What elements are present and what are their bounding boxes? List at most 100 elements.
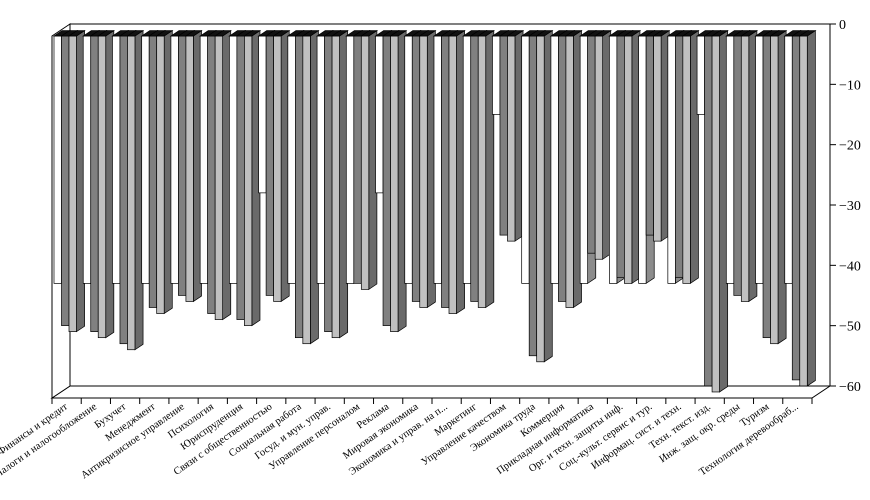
- bar-front: [148, 35, 158, 308]
- bar-front: [170, 35, 179, 284]
- bar-front: [770, 35, 779, 345]
- bar-front: [411, 35, 421, 302]
- bar: [652, 29, 671, 242]
- bar-front: [799, 35, 808, 387]
- bar-front: [645, 35, 654, 236]
- bar-front: [492, 35, 501, 115]
- bar-front: [244, 35, 253, 326]
- bar: [418, 29, 437, 309]
- bar-front: [97, 35, 107, 339]
- bar-front: [331, 35, 340, 339]
- bar: [243, 29, 262, 327]
- value-axis: 0 −10 −20 −30 −40 −50 −60: [829, 18, 861, 395]
- bar-top: [184, 30, 203, 37]
- bar-front: [404, 35, 413, 284]
- bar-front: [258, 35, 267, 194]
- bar: [447, 29, 466, 315]
- bar-front: [375, 35, 384, 194]
- bar-front: [419, 35, 428, 308]
- bar-front: [448, 35, 457, 314]
- bar-front: [82, 35, 92, 284]
- bar-front: [119, 35, 128, 345]
- bar-top: [710, 30, 729, 37]
- bar: [126, 29, 145, 351]
- bar: [155, 29, 174, 315]
- bar-front: [696, 35, 705, 115]
- bar: [710, 29, 729, 393]
- bar-front: [762, 35, 771, 339]
- bar-top: [564, 30, 583, 37]
- bar-front: [345, 35, 355, 284]
- bar-top: [535, 30, 554, 37]
- bar-front: [711, 35, 720, 393]
- bar-front: [68, 35, 77, 332]
- bar-front: [624, 35, 633, 284]
- bar-front: [674, 35, 684, 278]
- bar-front: [784, 35, 793, 284]
- bar-front: [178, 35, 187, 296]
- bar-front: [470, 35, 479, 302]
- bar-top: [272, 30, 291, 37]
- y-tick-label: −30: [839, 199, 861, 214]
- bar: [740, 29, 759, 303]
- bar-front: [755, 35, 764, 284]
- y-tick-label: −60: [839, 380, 861, 395]
- bar-front: [638, 35, 647, 284]
- bar-front: [550, 35, 559, 284]
- bar-front: [682, 35, 691, 284]
- bar-top: [213, 30, 232, 37]
- bar-top: [652, 30, 671, 37]
- bar-front: [558, 35, 567, 302]
- bar-top: [243, 30, 262, 37]
- bar-top: [301, 30, 320, 37]
- bar-top: [67, 30, 86, 37]
- bar-top: [97, 30, 115, 37]
- bar-front: [236, 35, 245, 320]
- bar: [184, 29, 203, 303]
- bar-top: [330, 30, 349, 37]
- bar-top: [155, 30, 174, 37]
- bar-front: [733, 35, 742, 296]
- bar-front: [441, 35, 450, 308]
- bar-top: [447, 30, 466, 37]
- bar-front: [207, 35, 216, 314]
- bar-front: [382, 35, 391, 326]
- bar: [389, 29, 408, 333]
- bar-top: [360, 30, 379, 37]
- bar-top: [506, 30, 525, 37]
- bar: [623, 29, 642, 285]
- bar-front: [199, 35, 209, 284]
- y-tick-label: −20: [839, 139, 861, 154]
- bar-front: [360, 35, 370, 290]
- bar-top: [126, 30, 145, 37]
- bar-front: [316, 35, 325, 284]
- bar-front: [579, 35, 589, 284]
- bar-top: [593, 30, 612, 37]
- bar: [272, 29, 291, 303]
- bar-front: [609, 35, 618, 284]
- bar: [535, 29, 554, 363]
- bar: [477, 29, 495, 309]
- bar-front: [740, 35, 750, 302]
- bar-front: [433, 35, 442, 284]
- bar-top: [740, 30, 759, 37]
- bar-top: [389, 30, 408, 37]
- bar-front: [294, 35, 304, 339]
- bar-top: [769, 30, 788, 37]
- bar-side: [806, 29, 816, 387]
- bar-top: [681, 30, 700, 37]
- bar-front: [528, 35, 538, 357]
- bar: [564, 29, 583, 309]
- bar: [798, 29, 817, 387]
- bar-front: [287, 35, 296, 284]
- bar-front: [214, 35, 224, 320]
- bar: [593, 29, 612, 260]
- y-tick-label: −50: [839, 320, 861, 335]
- bar-front: [521, 35, 530, 284]
- bar-front: [594, 35, 604, 260]
- bar-front: [90, 35, 99, 332]
- bar-front: [53, 35, 62, 284]
- bar: [67, 29, 86, 333]
- bar-front: [565, 35, 574, 308]
